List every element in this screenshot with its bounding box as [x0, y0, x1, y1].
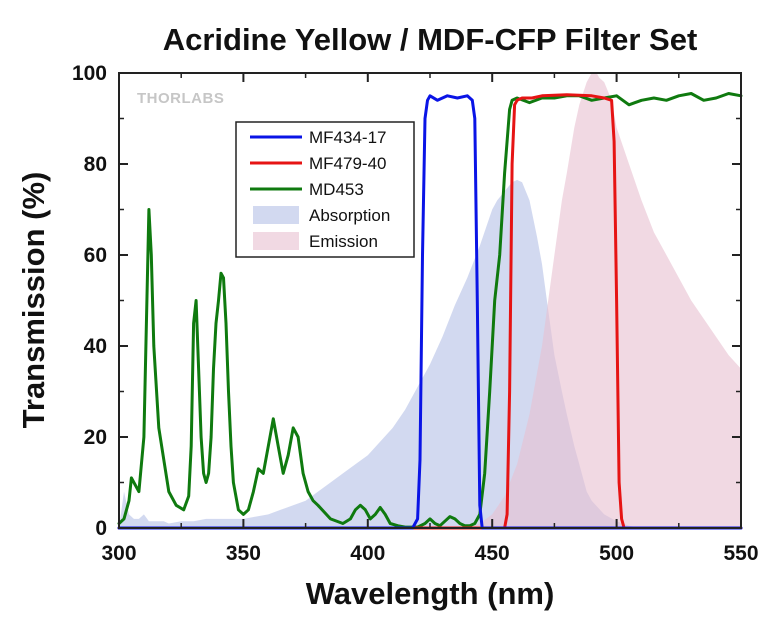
x-tick-label: 400	[350, 542, 385, 565]
mf434-17-line	[117, 94, 743, 530]
tick-layer: 300 350 400 450 500 550 0 20 40 60 80 100	[72, 62, 759, 565]
absorption-area	[119, 179, 741, 528]
legend-item-md453: MD453	[250, 180, 364, 199]
legend-swatch	[253, 206, 299, 224]
x-tick-label: 500	[599, 542, 634, 565]
legend-item-absorption: Absorption	[253, 206, 390, 225]
legend: MF434-17 MF479-40 MD453 Absorption Emission	[235, 121, 415, 258]
line-layer	[117, 92, 743, 530]
y-tick-label: 0	[95, 517, 107, 540]
x-axis-label: Wavelength (nm)	[306, 576, 555, 611]
legend-item-mf479-40: MF479-40	[250, 154, 386, 173]
legend-label: Emission	[309, 232, 378, 251]
x-tick-label: 550	[723, 542, 758, 565]
y-axis-label: Transmission (%)	[16, 172, 51, 429]
mf479-40-line	[117, 93, 743, 530]
y-tick-label: 20	[84, 426, 107, 449]
y-tick-label: 100	[72, 62, 107, 85]
y-tick-label: 60	[84, 244, 107, 267]
legend-label: MF434-17	[309, 128, 386, 147]
legend-label: MD453	[309, 180, 364, 199]
legend-item-emission: Emission	[253, 232, 378, 251]
area-layer	[119, 73, 741, 528]
x-tick-label: 350	[226, 542, 261, 565]
emission-area	[119, 73, 741, 528]
x-tick-label: 300	[101, 542, 136, 565]
legend-label: MF479-40	[309, 154, 386, 173]
chart-title: Acridine Yellow / MDF-CFP Filter Set	[163, 22, 698, 57]
y-tick-label: 40	[84, 335, 107, 358]
thorlabs-watermark: THORLABS	[137, 90, 224, 107]
md453-line	[117, 92, 743, 529]
y-tick-label: 80	[84, 153, 107, 176]
legend-item-mf434-17: MF434-17	[250, 128, 386, 147]
x-tick-label: 450	[475, 542, 510, 565]
legend-label: Absorption	[309, 206, 390, 225]
legend-swatch	[253, 232, 299, 250]
